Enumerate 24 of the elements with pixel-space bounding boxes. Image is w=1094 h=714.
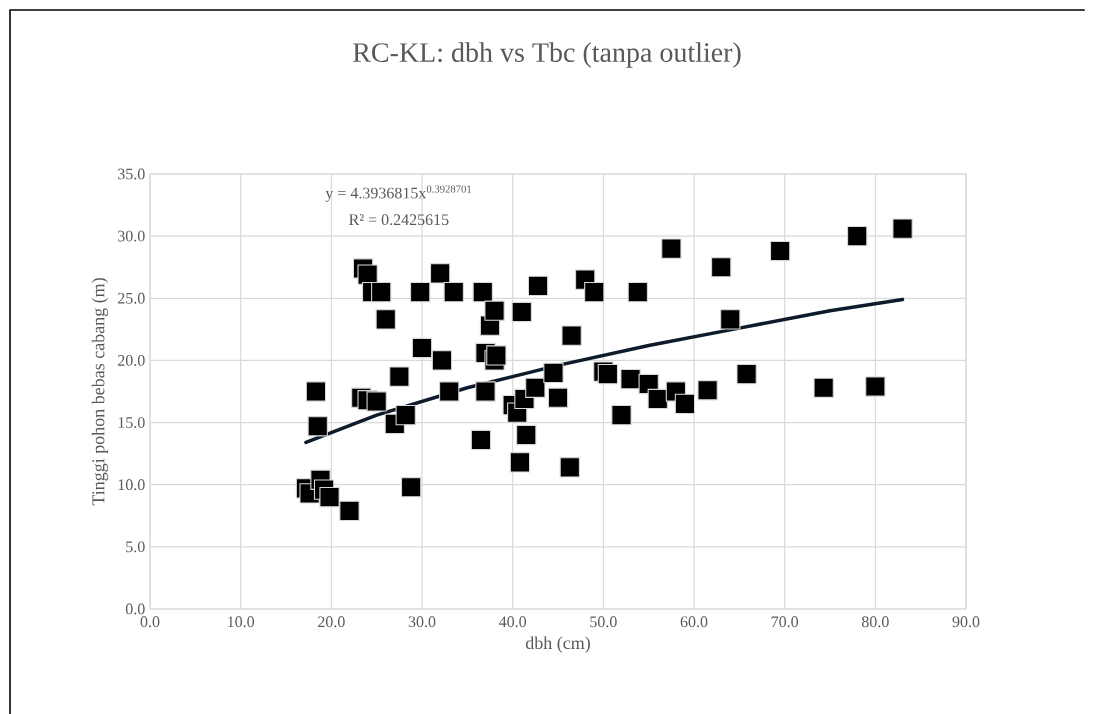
x-tick-label: 50.0 — [590, 616, 617, 628]
annotation: y = 4.3936815x$^{0.3928701}$ — [325, 185, 472, 202]
x-tick-label: 30.0 — [408, 616, 436, 628]
x-tick-label: 10.0 — [228, 616, 255, 628]
y-tick-label: 20.0 — [118, 354, 145, 366]
x-tick-label: 70.0 — [771, 616, 799, 628]
x-axis-title: dbh (cm) — [525, 636, 590, 653]
y-tick-label: 30.0 — [118, 230, 145, 242]
y-axis-title: Tinggi pohon bebas cabang (m) — [91, 278, 109, 506]
x-tick-label: 60.0 — [680, 616, 708, 628]
x-tick-label: 40.0 — [498, 616, 527, 628]
x-tick-label: 20.0 — [318, 616, 345, 628]
line-series — [304, 297, 905, 445]
x-tick-label: 0.0 — [140, 616, 160, 628]
y-tick-label: 5.0 — [126, 541, 145, 553]
y-tick-label: 25.0 — [118, 292, 145, 304]
chart-title: RC-KL: dbh vs Tbc (tanpa outlier) — [353, 42, 741, 68]
x-tick-label: 80.0 — [861, 616, 889, 628]
y-tick-label: 35.0 — [118, 168, 145, 180]
annotation: R² = 0.2425615 — [349, 214, 449, 226]
y-tick-label: 0.0 — [125, 603, 145, 615]
y-tick-label: 10.0 — [118, 479, 145, 491]
y-tick-label: 15.0 — [118, 417, 145, 429]
x-tick-label: 90.0 — [952, 616, 980, 628]
